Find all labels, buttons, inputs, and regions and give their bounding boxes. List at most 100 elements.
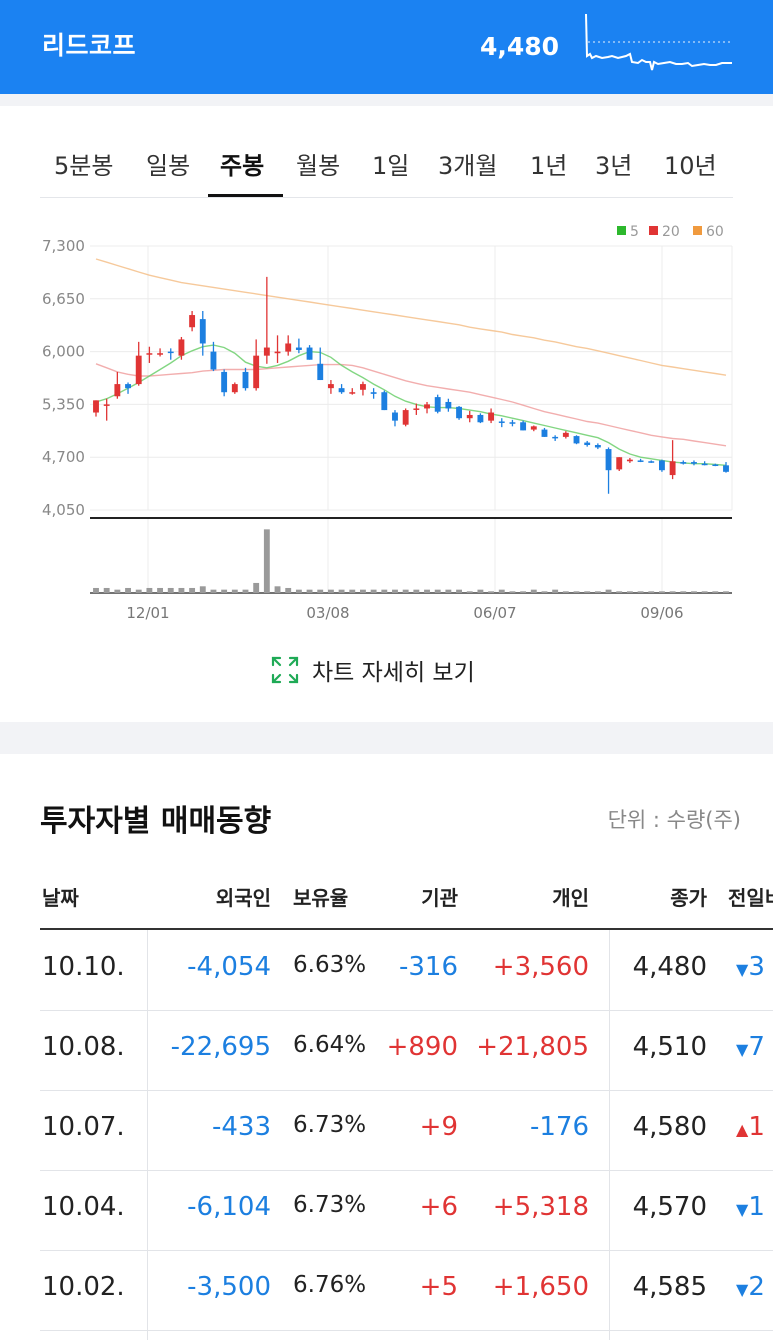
candle-body: [274, 351, 281, 354]
row-foreign: -6,104: [187, 1192, 271, 1222]
volume-bar: [274, 586, 281, 593]
volume-bar: [637, 591, 644, 593]
row-indiv: +1,650: [492, 1272, 589, 1302]
chart-detail-link[interactable]: 차트 자세히 보기: [270, 652, 475, 688]
section-divider: [0, 94, 773, 106]
row-close: 4,585: [632, 1272, 707, 1302]
candle-body: [616, 457, 623, 470]
candle-body: [199, 319, 206, 344]
header-inst: 기관: [421, 886, 458, 910]
row-date: 10.02.: [42, 1272, 125, 1302]
row-date: 10.08.: [42, 1032, 125, 1062]
volume-bar: [530, 589, 537, 593]
volume-bar: [658, 591, 665, 593]
candle-body: [691, 462, 697, 464]
volume-bar: [434, 589, 441, 593]
column-divider: [609, 930, 610, 1340]
candle-body: [231, 384, 238, 393]
tab-3year[interactable]: 3년: [595, 152, 633, 180]
mini-price-chart: [585, 13, 732, 71]
candle-body: [520, 422, 527, 431]
investor-section-title: 투자자별 매매동향: [40, 804, 272, 839]
candle-body: [295, 347, 302, 350]
candle-body: [562, 432, 569, 437]
candle-body: [167, 351, 174, 354]
candle-body: [594, 445, 601, 448]
candle-body: [637, 460, 644, 462]
row-inst: +890: [386, 1032, 458, 1062]
stock-name[interactable]: 리드코프: [42, 31, 137, 60]
chart-period-tabs: 5분봉 일봉 주봉 월봉 1일 3개월 1년 3년 10년: [42, 138, 732, 198]
row-close: 4,480: [632, 952, 707, 982]
tab-3month[interactable]: 3개월: [438, 152, 498, 180]
candle-body: [360, 384, 366, 390]
volume-bar: [157, 587, 164, 593]
header-close: 종가: [670, 886, 707, 910]
candle-body: [263, 347, 270, 356]
volume-bar: [125, 587, 131, 593]
tab-weekly[interactable]: 주봉: [220, 152, 265, 180]
candle-body: [488, 412, 495, 421]
ma60-line: [95, 258, 727, 376]
row-divider: [40, 1090, 773, 1091]
arrow-down-icon: ▼: [736, 1040, 749, 1059]
candle-body: [306, 347, 313, 360]
header-change: 전일비: [728, 886, 773, 910]
row-foreign: -4,054: [187, 952, 271, 982]
chart-detail-label: 차트 자세히 보기: [312, 660, 475, 686]
ma20-line: [95, 363, 727, 447]
y-tick-label: 4,050: [42, 501, 85, 519]
candle-body: [178, 339, 185, 356]
legend-swatch: [693, 226, 702, 235]
volume-bar: [210, 589, 217, 593]
row-divider: [40, 1330, 773, 1331]
volume-bar: [114, 589, 121, 593]
volume-bar: [573, 591, 580, 593]
row-ratio: 6.73%: [293, 1192, 367, 1218]
tab-monthly[interactable]: 월봉: [296, 152, 341, 180]
tab-daily[interactable]: 일봉: [146, 152, 191, 180]
candle-body: [114, 384, 121, 397]
candle-body: [370, 392, 377, 394]
x-tick-label: 12/01: [126, 604, 169, 622]
row-inst: +5: [419, 1272, 458, 1302]
candle-body: [221, 371, 228, 393]
candle-body: [658, 460, 665, 471]
volume-bar: [402, 589, 409, 593]
tab-1year[interactable]: 1년: [530, 152, 568, 180]
volume-bar: [723, 591, 729, 593]
volume-bar: [701, 591, 708, 593]
row-close: 4,510: [632, 1032, 707, 1062]
volume-bar: [562, 591, 569, 593]
candle-body: [498, 421, 505, 423]
row-inst: +9: [419, 1112, 458, 1142]
candle-body: [552, 436, 559, 439]
tab-5min[interactable]: 5분봉: [54, 152, 114, 180]
candle-body: [327, 384, 334, 389]
header-ratio: 보유율: [293, 886, 349, 910]
legend-swatch: [649, 226, 658, 235]
candle-body: [157, 353, 164, 355]
weekly-candlestick-chart[interactable]: 7,300 6,650 6,000 5,350 4,700 4,050 12/01 03/08…: [0, 200, 773, 630]
volume-bar: [135, 589, 142, 593]
volume-bar: [584, 591, 591, 593]
volume-bar: [541, 591, 548, 593]
y-tick-label: 5,350: [42, 395, 85, 413]
row-indiv: +5,318: [492, 1192, 589, 1222]
candle-body: [584, 442, 591, 446]
volume-bar: [285, 587, 292, 593]
tab-10year[interactable]: 10년: [664, 152, 717, 180]
candle-body: [253, 355, 260, 389]
volume-bar: [253, 582, 260, 593]
candle-body: [466, 414, 473, 419]
candle-body: [573, 436, 580, 444]
row-foreign: -433: [211, 1112, 271, 1142]
candle-body: [285, 343, 292, 352]
candle-body: [392, 412, 398, 421]
row-foreign: -3,500: [187, 1272, 271, 1302]
tab-1day[interactable]: 1일: [372, 152, 410, 180]
volume-bar: [477, 589, 484, 593]
volume-bar: [691, 591, 697, 593]
candle-body: [93, 400, 99, 413]
stock-header: 리드코프 4,480: [0, 0, 773, 94]
